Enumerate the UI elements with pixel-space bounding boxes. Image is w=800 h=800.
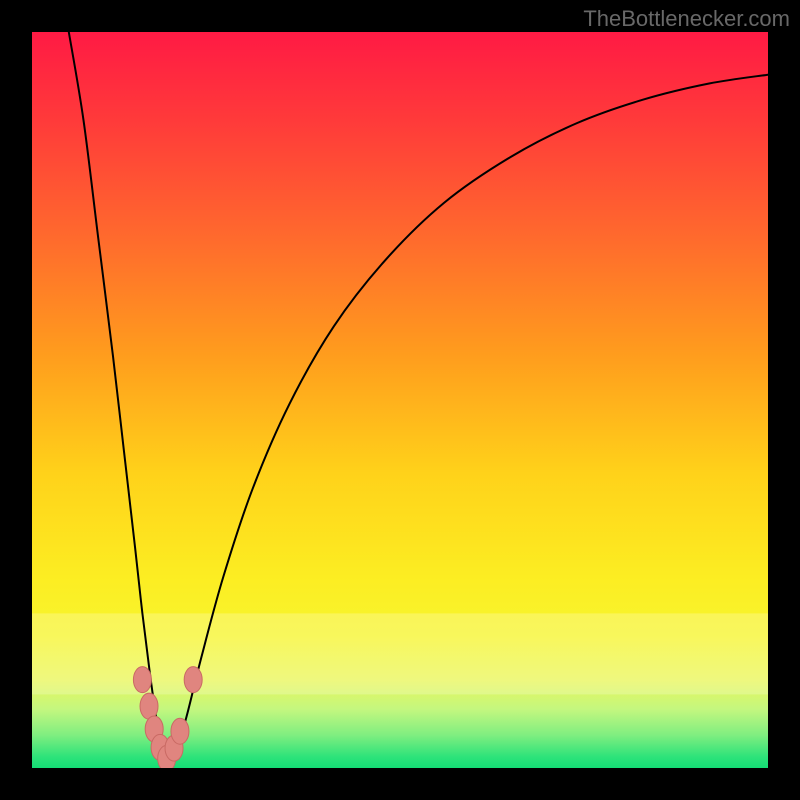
curve-marker <box>140 693 158 719</box>
plot-svg <box>32 32 768 768</box>
watermark-text: TheBottlenecker.com <box>583 6 790 32</box>
plot-area <box>32 32 768 768</box>
curve-marker <box>133 667 151 693</box>
curve-marker <box>184 667 202 693</box>
chart-frame: TheBottlenecker.com <box>0 0 800 800</box>
curve-marker <box>171 718 189 744</box>
